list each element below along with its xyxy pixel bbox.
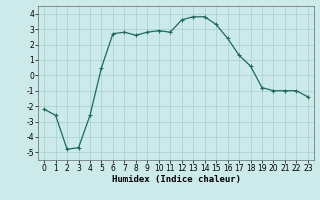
X-axis label: Humidex (Indice chaleur): Humidex (Indice chaleur) xyxy=(111,175,241,184)
